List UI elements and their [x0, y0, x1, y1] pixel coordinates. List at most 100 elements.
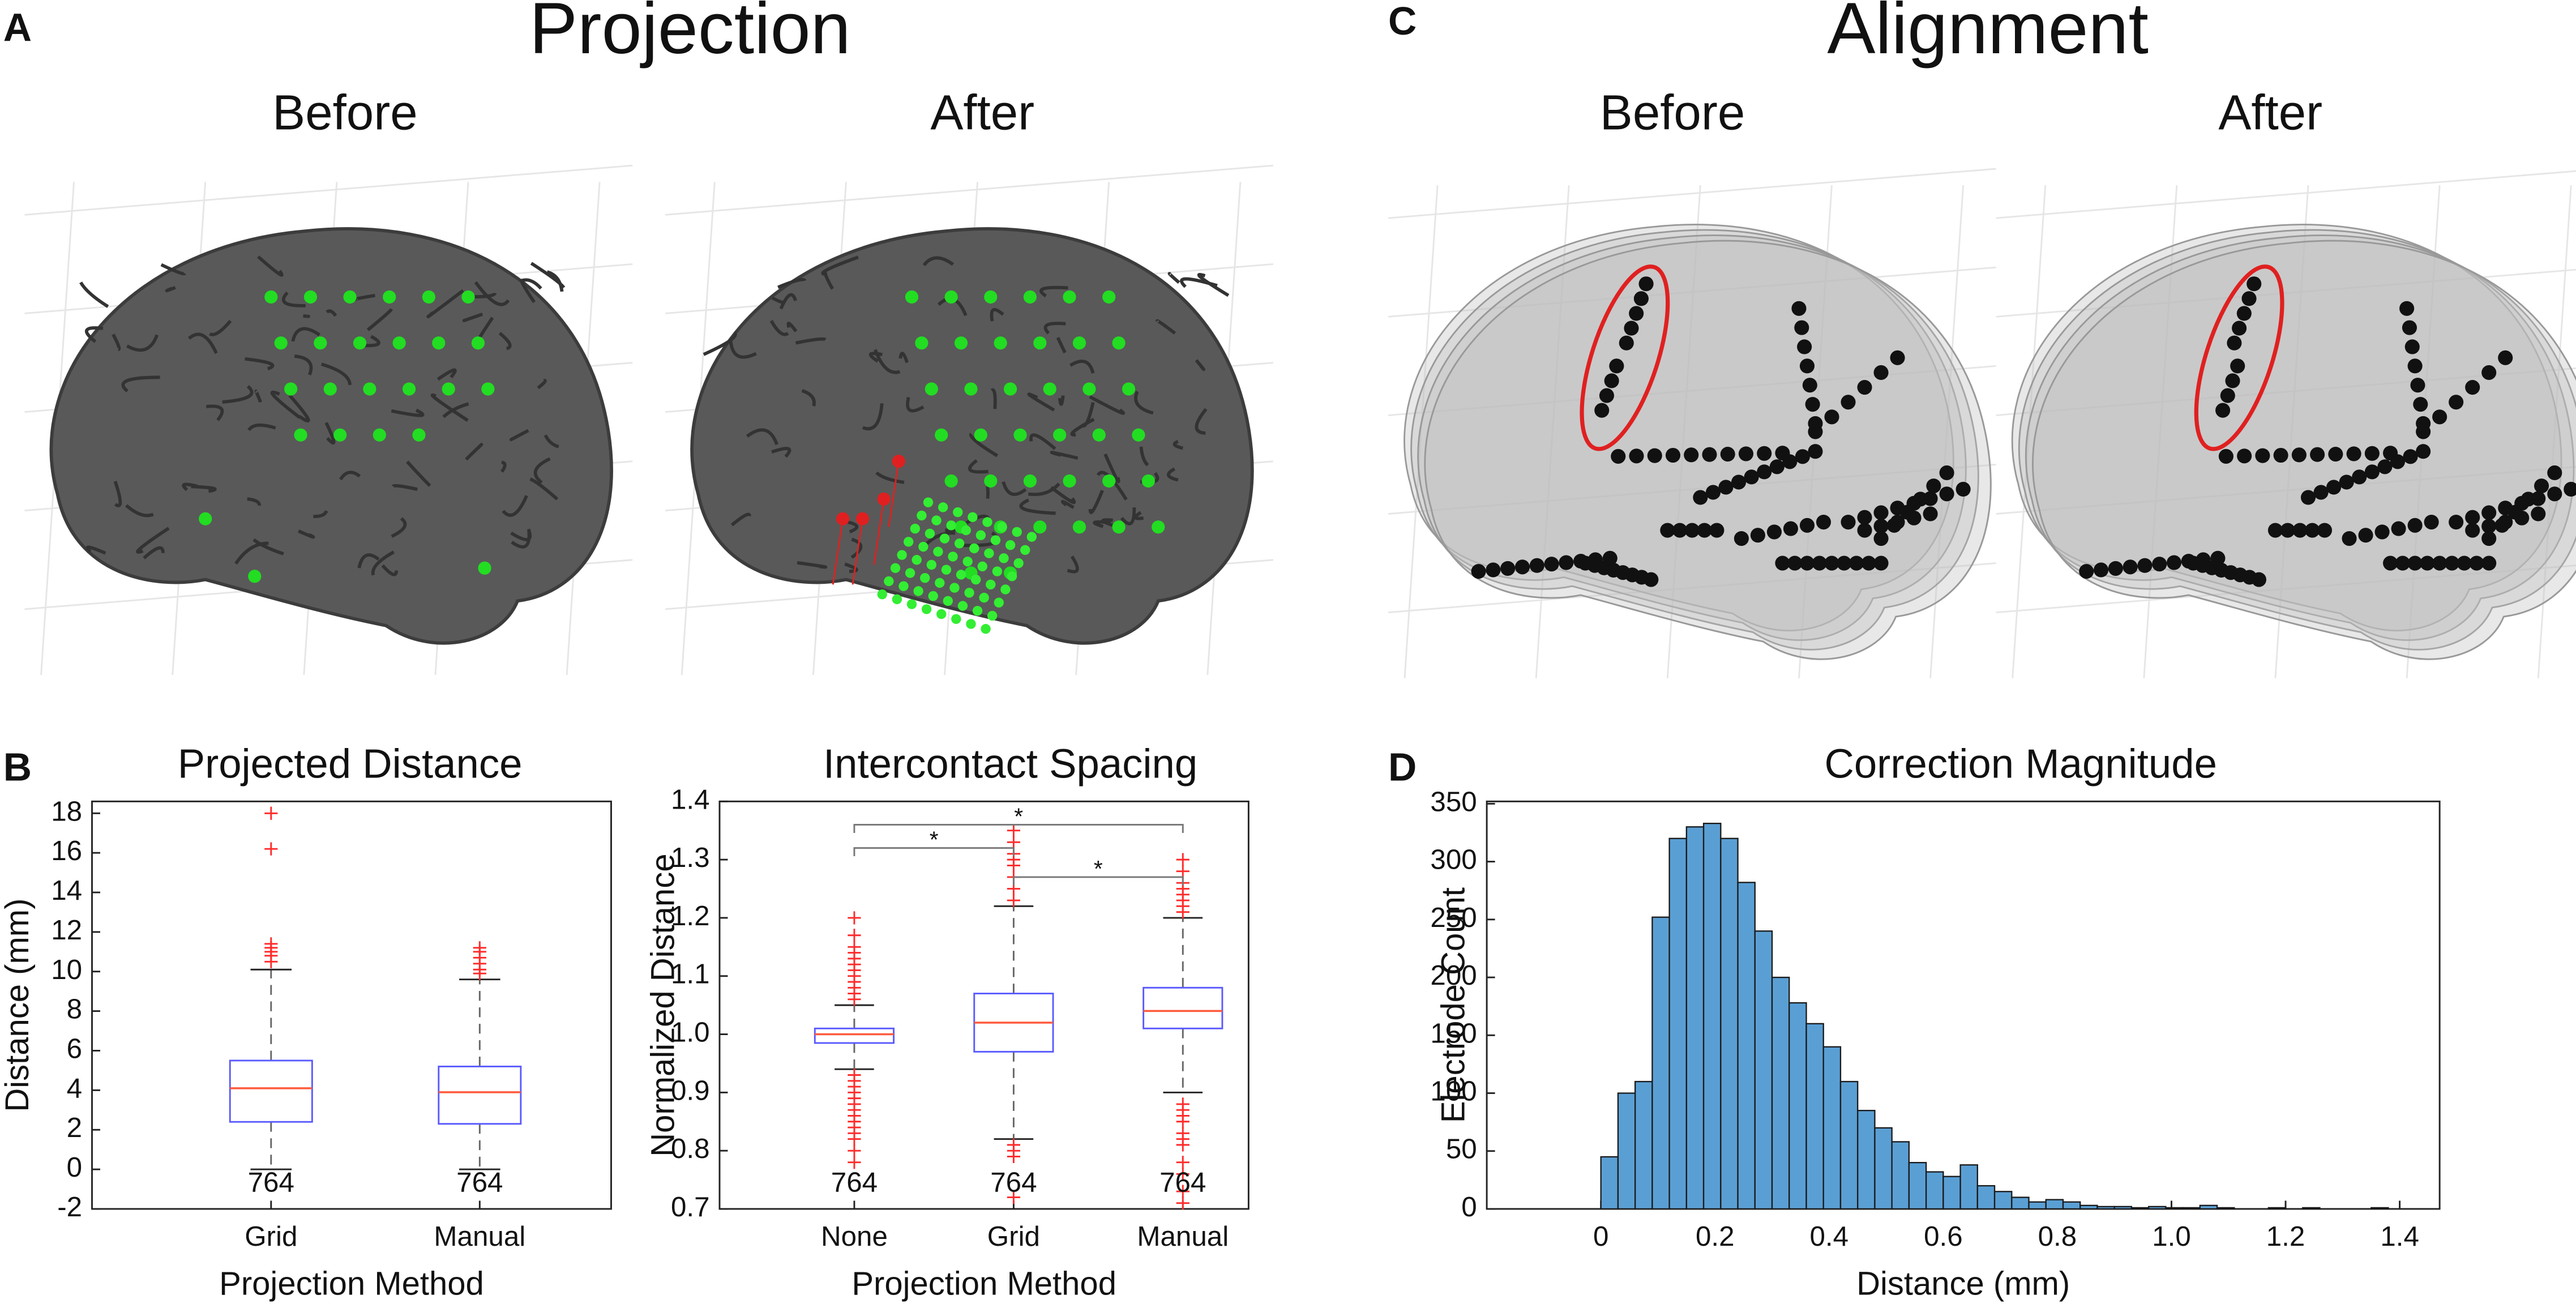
electrode	[917, 510, 927, 521]
x-tick-label: 1.4	[2380, 1221, 2419, 1252]
y-tick-label: 18	[51, 796, 82, 827]
bar	[1891, 1141, 1910, 1210]
sulcus	[136, 527, 170, 554]
y-tick-label: 1.2	[671, 900, 710, 931]
contact	[2465, 523, 2480, 538]
contact	[2292, 523, 2308, 538]
bar	[1651, 916, 1670, 1210]
axes-frame	[91, 800, 612, 1210]
sulcus	[729, 340, 757, 359]
contact	[1734, 531, 1749, 546]
contact	[2449, 395, 2464, 410]
contact	[1684, 447, 1699, 463]
contact	[2534, 478, 2549, 494]
contact	[1604, 373, 1619, 388]
contact	[1783, 521, 1799, 536]
contact	[1693, 490, 1708, 505]
electrode	[1012, 527, 1022, 537]
electrode	[1003, 382, 1017, 396]
significance-label: *	[1014, 804, 1023, 830]
contact	[2352, 469, 2367, 485]
sulcus	[234, 541, 269, 565]
sulcus	[437, 368, 457, 381]
electrode	[984, 548, 994, 558]
contact	[2399, 301, 2415, 316]
contact	[1644, 572, 1659, 587]
y-axis-label: Electrode Count	[1435, 887, 1471, 1123]
outlier	[848, 911, 861, 925]
contact	[2218, 448, 2233, 464]
electrode	[264, 290, 278, 304]
outlier	[1007, 1190, 1021, 1204]
bar	[1805, 1023, 1824, 1210]
electrode	[1063, 474, 1076, 488]
contact	[2403, 449, 2418, 464]
contact	[1544, 557, 1559, 572]
x-axis-label: Projection Method	[219, 1266, 484, 1302]
sulcus	[245, 357, 275, 371]
contact	[2291, 447, 2307, 463]
outlier	[848, 1156, 861, 1169]
contact	[1775, 446, 1790, 461]
electrode	[383, 290, 396, 304]
contact	[2383, 446, 2398, 461]
bar	[2028, 1201, 2047, 1210]
outlier	[1176, 1156, 1189, 1169]
outlier	[1007, 835, 1021, 849]
grid-3d	[1535, 185, 1570, 678]
contact	[2237, 448, 2252, 464]
sulcus	[381, 564, 399, 576]
sulcus	[990, 307, 1004, 322]
contact	[1808, 444, 1823, 459]
sulcus	[1103, 453, 1120, 484]
grid-3d	[1929, 185, 1965, 678]
electrode	[946, 520, 956, 531]
contact	[1559, 555, 1574, 570]
x-tick-label: 1.0	[2152, 1221, 2191, 1252]
contact	[2481, 555, 2497, 571]
sulcus	[1197, 273, 1230, 297]
electrode	[392, 336, 406, 350]
electrode-red	[855, 512, 870, 525]
sulcus	[898, 352, 909, 364]
sulcus	[546, 270, 564, 292]
contact	[2300, 490, 2316, 505]
bar	[2182, 1207, 2201, 1210]
electrode	[303, 290, 318, 304]
sulcus	[502, 495, 528, 517]
outlier	[1176, 1196, 1189, 1210]
electrode	[1053, 428, 1067, 442]
sulcus	[84, 326, 104, 343]
contact	[1672, 523, 1688, 538]
outlier	[1176, 1115, 1189, 1129]
sulcus	[1080, 402, 1095, 428]
contact	[2481, 531, 2497, 546]
sulcus	[868, 352, 883, 363]
x-tick-label: Grid	[245, 1221, 297, 1252]
y-tick-label: 1.1	[671, 959, 710, 990]
sulcus	[906, 396, 925, 413]
sulcus	[313, 510, 328, 518]
contact	[2196, 552, 2211, 567]
contact	[1873, 519, 1889, 534]
sulcus	[1067, 555, 1079, 574]
x-axis-label: Distance (mm)	[1856, 1266, 2070, 1302]
sulcus	[703, 331, 737, 356]
electrode	[1122, 382, 1136, 396]
sulcus	[801, 389, 816, 407]
electrode	[936, 609, 947, 619]
grid-3d	[1996, 367, 2576, 416]
electrode	[964, 382, 978, 396]
x-axis-label: Projection Method	[851, 1266, 1116, 1302]
grid-3d	[1996, 565, 2576, 614]
electrode	[1132, 428, 1145, 442]
electrode	[941, 565, 952, 575]
contact	[1799, 518, 1815, 533]
electrode	[997, 522, 1007, 532]
electrode	[903, 537, 914, 547]
sulcus	[121, 375, 160, 392]
significance-bracket	[853, 823, 1184, 833]
contact	[1824, 555, 1839, 571]
x-tick-label: 0.2	[1696, 1221, 1735, 1252]
